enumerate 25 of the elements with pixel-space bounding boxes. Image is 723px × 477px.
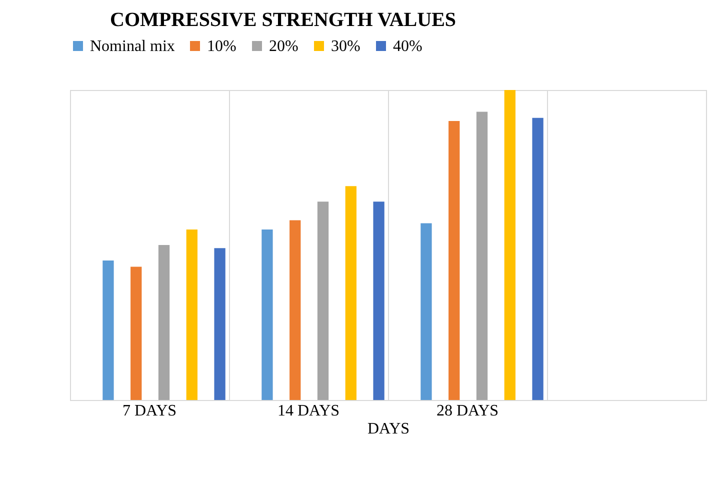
- bar: [130, 266, 142, 400]
- bar: [373, 202, 384, 400]
- x-tick-label: 14 DAYS: [277, 402, 340, 420]
- x-tick-label: 7 DAYS: [122, 402, 177, 420]
- bar: [158, 245, 170, 400]
- bar: [317, 202, 329, 400]
- bar: [504, 90, 516, 400]
- chart-title: COMPRESSIVE STRENGTH VALUES: [110, 9, 456, 31]
- legend-label: 40%: [393, 38, 422, 55]
- legend-label: 20%: [269, 38, 298, 55]
- legend-label: 10%: [207, 38, 236, 55]
- bar: [345, 186, 356, 400]
- legend-label: 30%: [331, 38, 360, 55]
- bar: [420, 223, 432, 400]
- legend-label: Nominal mix: [90, 38, 175, 55]
- bar: [102, 260, 114, 400]
- x-tick-label: 28 DAYS: [436, 402, 499, 420]
- bar: [290, 220, 301, 400]
- bar: [262, 230, 273, 400]
- bar: [476, 112, 488, 400]
- bar: [214, 248, 226, 400]
- bar: [448, 121, 460, 400]
- bar: [532, 118, 544, 400]
- x-axis-title: DAYS: [367, 420, 410, 438]
- bar: [186, 230, 198, 400]
